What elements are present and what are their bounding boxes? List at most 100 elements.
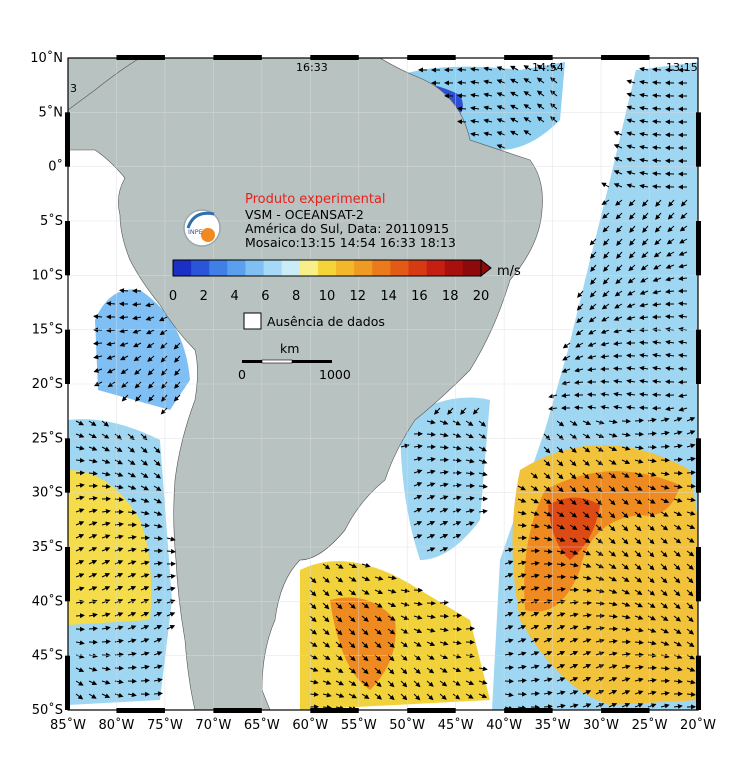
wind-vector — [621, 459, 631, 464]
wind-vector — [75, 547, 85, 552]
latitude-label: 20˚S — [32, 376, 63, 392]
scale-start: 0 — [238, 367, 246, 382]
wind-vector — [634, 498, 643, 505]
wind-vector — [660, 576, 668, 584]
colorbar-tick: 14 — [380, 289, 397, 304]
wind-vector — [678, 263, 688, 269]
latitude-label: 10˚N — [30, 50, 63, 66]
wind-vector — [322, 628, 330, 636]
wind-vector — [523, 65, 532, 71]
wind-vector — [452, 667, 462, 672]
wind-vector — [556, 420, 565, 427]
wind-vector — [660, 471, 670, 477]
wind-vector — [608, 459, 617, 465]
frame-tick-top — [601, 55, 650, 60]
wind-vector — [88, 547, 98, 552]
wind-vector — [148, 394, 155, 402]
colorbar-segment — [245, 260, 265, 276]
wind-vector — [452, 693, 461, 700]
wind-vector — [374, 641, 382, 649]
wind-vector — [608, 664, 618, 670]
wind-vector — [686, 667, 696, 672]
wind-vector — [400, 693, 408, 701]
wind-vector — [504, 638, 514, 644]
wind-vector — [647, 485, 657, 490]
wind-vector — [75, 534, 85, 539]
wind-vector — [621, 511, 629, 519]
wind-vector — [634, 602, 643, 608]
wind-vector — [309, 641, 318, 648]
wind-vector — [608, 677, 618, 682]
wind-vector — [588, 329, 597, 335]
colorbar-segment — [444, 260, 464, 276]
wind-vector — [374, 589, 384, 594]
wind-vector — [504, 586, 514, 591]
wind-vector — [309, 691, 319, 697]
wind-vector — [153, 472, 162, 479]
wind-vector — [665, 366, 675, 371]
wind-vector — [174, 355, 181, 363]
wind-vector — [153, 612, 163, 617]
wind-vector — [146, 329, 155, 335]
frame-tick-left — [65, 329, 70, 384]
wind-vector — [639, 290, 649, 295]
wind-vector — [561, 368, 571, 373]
wind-vector — [75, 433, 85, 438]
latitude-label: 15˚S — [32, 322, 63, 338]
wind-vector — [140, 560, 150, 566]
wind-vector — [608, 613, 618, 619]
wind-vector — [626, 353, 636, 359]
frame-ticks — [65, 55, 701, 713]
wind-vector — [400, 588, 410, 594]
wind-vector — [608, 432, 618, 438]
wind-vector — [465, 626, 475, 632]
wind-vector — [634, 576, 643, 583]
wind-vector — [101, 573, 111, 578]
wind-vector — [582, 485, 590, 493]
no-data-swatch — [243, 312, 262, 330]
wind-vector — [679, 238, 688, 244]
wind-vector — [504, 560, 514, 566]
wind-vector — [153, 560, 163, 566]
wind-vector — [668, 199, 675, 207]
wind-vector — [133, 342, 142, 348]
colorbar-segment — [462, 260, 482, 276]
wind-vector — [470, 105, 480, 111]
wind-vector — [556, 485, 564, 493]
wind-vector — [678, 353, 688, 358]
wind-vector — [634, 445, 644, 451]
wind-vector — [309, 628, 318, 635]
wind-vector — [543, 498, 552, 505]
wind-vector — [322, 602, 330, 610]
wind-vector — [556, 498, 565, 505]
scale-unit: km — [280, 341, 299, 356]
wind-vector — [452, 445, 462, 451]
wind-vector — [530, 535, 540, 541]
wind-vector — [101, 679, 111, 685]
wind-vector — [686, 550, 695, 557]
wind-vector — [569, 420, 578, 426]
wind-vector — [465, 521, 475, 527]
wind-vector — [562, 342, 571, 349]
wind-vector — [613, 366, 623, 372]
wind-vector — [673, 628, 682, 635]
wind-vector — [478, 459, 488, 464]
wind-vector — [621, 432, 631, 438]
wind-vector — [530, 498, 539, 504]
wind-vector — [348, 641, 356, 649]
wind-vector — [335, 602, 343, 610]
wind-vector — [613, 183, 623, 188]
wind-vector — [439, 600, 449, 606]
wind-vector — [626, 405, 636, 410]
wind-vector — [678, 251, 688, 256]
satellite-line: VSM - OCEANSAT-2 — [245, 207, 364, 222]
wind-vector — [665, 276, 675, 282]
wind-vector — [335, 563, 344, 569]
wind-vector — [543, 548, 553, 554]
wind-vector — [640, 277, 649, 283]
wind-vector — [161, 368, 168, 376]
wind-vector — [140, 433, 148, 441]
wind-vector — [608, 511, 616, 519]
wind-vector — [465, 693, 474, 699]
wind-vector — [348, 589, 357, 596]
